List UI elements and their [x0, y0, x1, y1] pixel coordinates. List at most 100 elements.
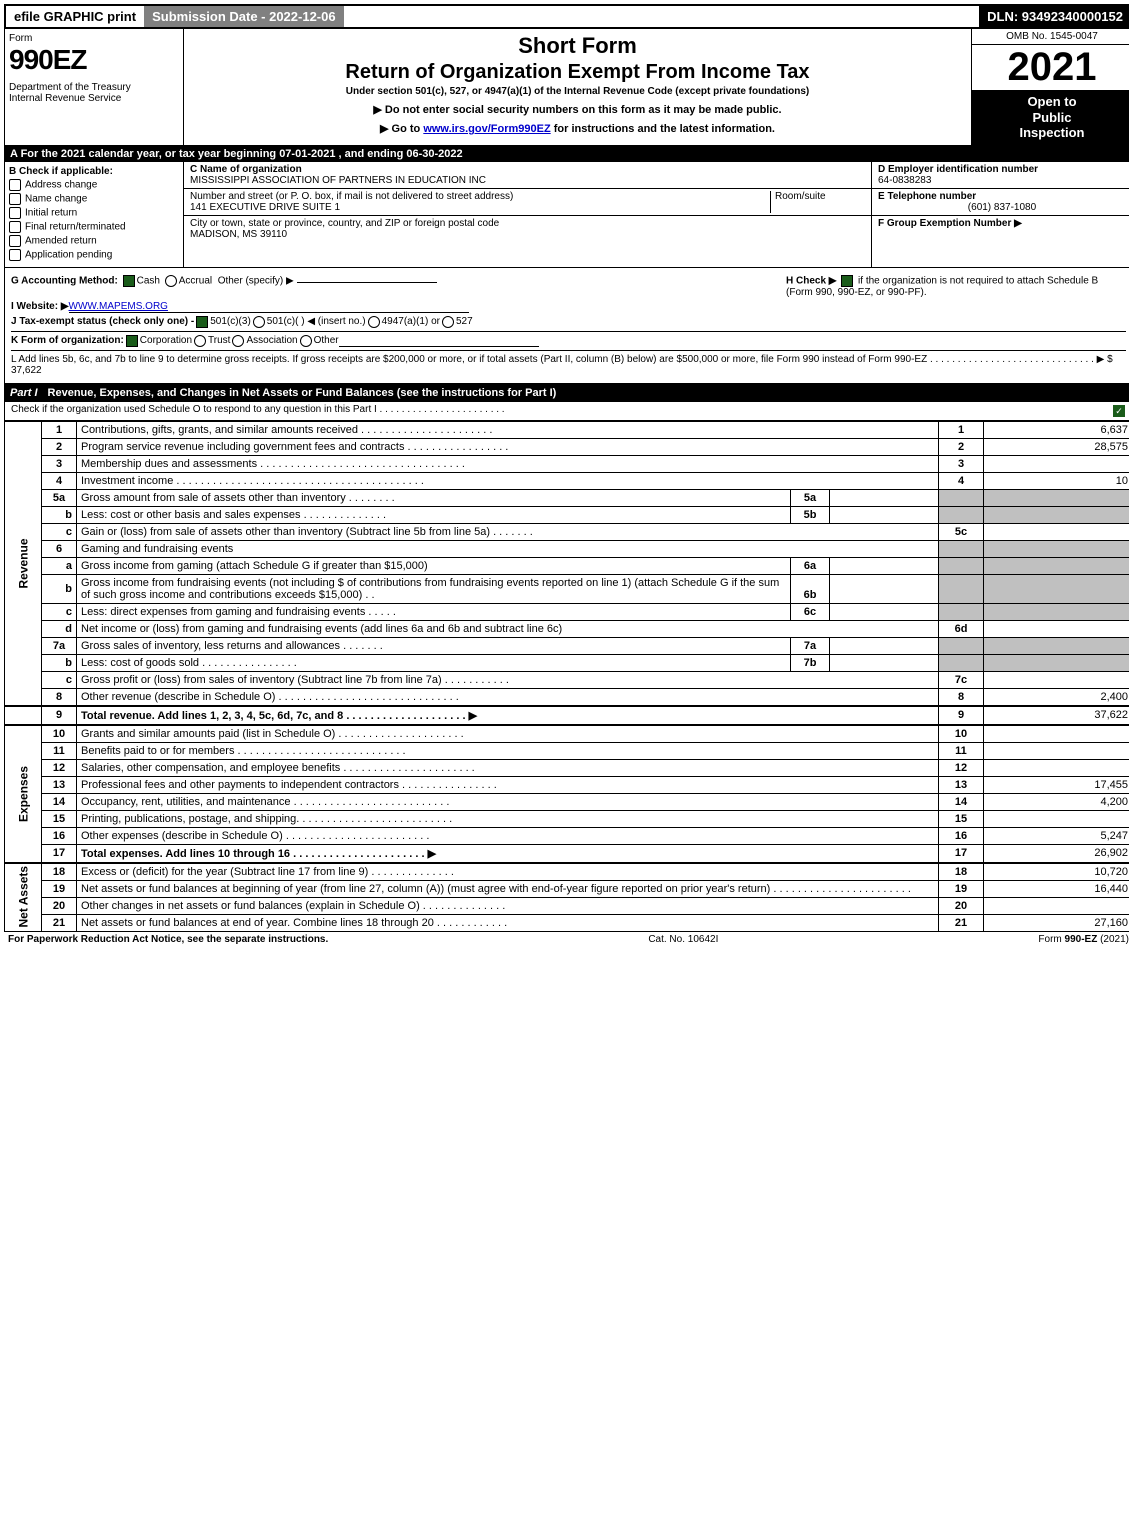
open-to-public: Open to Public Inspection [972, 90, 1129, 145]
ln4-rn: 4 [939, 472, 984, 489]
ln1-rn: 1 [939, 421, 984, 438]
ln7b-in: 7b [791, 654, 830, 671]
ln5c-num: c [42, 523, 77, 540]
ln8-val: 2,400 [984, 688, 1129, 706]
netassets-side-label: Net Assets [5, 863, 42, 932]
ln11-val [984, 742, 1129, 759]
ln14-num: 14 [42, 793, 77, 810]
topbar-spacer [344, 6, 980, 27]
chk-application-pending[interactable]: Application pending [9, 249, 179, 261]
ln2-desc: Program service revenue including govern… [77, 438, 939, 455]
ln14-desc: Occupancy, rent, utilities, and maintena… [77, 793, 939, 810]
ln19-rn: 19 [939, 880, 984, 897]
ln6c-num: c [42, 603, 77, 620]
ln5b-iv [830, 506, 939, 523]
ln14-val: 4,200 [984, 793, 1129, 810]
schedule-o-checked-icon: ✓ [1112, 404, 1126, 418]
ln2-rn: 2 [939, 438, 984, 455]
ln7c-desc: Gross profit or (loss) from sales of inv… [77, 671, 939, 688]
chk-accrual-icon [165, 275, 177, 287]
ln2-num: 2 [42, 438, 77, 455]
chk-501c3-icon [196, 316, 208, 328]
ln5a-iv [830, 489, 939, 506]
ln7c-rn: 7c [939, 671, 984, 688]
part1-check-o: Check if the organization used Schedule … [4, 402, 1129, 421]
open2: Public [974, 110, 1129, 126]
goto-pre: ▶ Go to [380, 123, 423, 135]
ln13-desc: Professional fees and other payments to … [77, 776, 939, 793]
ln1-num: 1 [42, 421, 77, 438]
ln15-desc: Printing, publications, postage, and shi… [77, 810, 939, 827]
chk-address-change[interactable]: Address change [9, 179, 179, 191]
chk-initial-return[interactable]: Initial return [9, 207, 179, 219]
chk-4947-icon [368, 316, 380, 328]
room-suite: Room/suite [770, 191, 865, 213]
ln8-num: 8 [42, 688, 77, 706]
warning-ssn: ▶ Do not enter social security numbers o… [190, 103, 965, 116]
ln6b-in: 6b [791, 574, 830, 603]
tax-year: 2021 [972, 45, 1129, 90]
website-link[interactable]: WWW.MAPEMS.ORG [69, 301, 469, 313]
ln11-rn: 11 [939, 742, 984, 759]
ln5a-gray [939, 489, 984, 506]
chk-final-return[interactable]: Final return/terminated [9, 221, 179, 233]
ln13-val: 17,455 [984, 776, 1129, 793]
ln17-desc: Total expenses. Add lines 10 through 16 … [77, 844, 939, 863]
ln6c-in: 6c [791, 603, 830, 620]
ln11-desc: Benefits paid to or for members . . . . … [77, 742, 939, 759]
submission-date: Submission Date - 2022-12-06 [144, 6, 344, 27]
ln10-num: 10 [42, 725, 77, 743]
row-a-tax-year: A For the 2021 calendar year, or tax yea… [4, 146, 1129, 162]
irs-link[interactable]: www.irs.gov/Form990EZ [423, 123, 550, 135]
ln6b-desc: Gross income from fundraising events (no… [77, 574, 791, 603]
ln6-gray [939, 540, 984, 557]
chk-assoc-icon [232, 335, 244, 347]
ln13-num: 13 [42, 776, 77, 793]
ln6a-num: a [42, 557, 77, 574]
ln7a-desc: Gross sales of inventory, less returns a… [77, 637, 791, 654]
chk-other-icon [300, 335, 312, 347]
ln18-num: 18 [42, 863, 77, 881]
org-name: MISSISSIPPI ASSOCIATION OF PARTNERS IN E… [190, 175, 865, 186]
ln12-desc: Salaries, other compensation, and employ… [77, 759, 939, 776]
ln20-num: 20 [42, 897, 77, 914]
ln21-rn: 21 [939, 914, 984, 931]
org-name-label: C Name of organization [190, 164, 865, 175]
ln7a-iv [830, 637, 939, 654]
ln12-val [984, 759, 1129, 776]
efile-print-label: efile GRAPHIC print [6, 6, 144, 27]
ln10-desc: Grants and similar amounts paid (list in… [77, 725, 939, 743]
box-b: B Check if applicable: Address change Na… [5, 162, 184, 267]
ln18-desc: Excess or (deficit) for the year (Subtra… [77, 863, 939, 881]
chk-amended-return[interactable]: Amended return [9, 235, 179, 247]
ln1-val: 6,637 [984, 421, 1129, 438]
ln7a-in: 7a [791, 637, 830, 654]
ln6-desc: Gaming and fundraising events [77, 540, 939, 557]
under-section: Under section 501(c), 527, or 4947(a)(1)… [190, 86, 965, 97]
city-row: City or town, state or province, country… [184, 216, 871, 242]
chk-527-icon [442, 316, 454, 328]
chk-name-change[interactable]: Name change [9, 193, 179, 205]
ln21-num: 21 [42, 914, 77, 931]
ln7b-gray [939, 654, 984, 671]
ln14-rn: 14 [939, 793, 984, 810]
ln4-desc: Investment income . . . . . . . . . . . … [77, 472, 939, 489]
revenue-side-label: Revenue [5, 421, 42, 706]
ln6b-gray2 [984, 574, 1129, 603]
ln6d-val [984, 620, 1129, 637]
ln20-desc: Other changes in net assets or fund bala… [77, 897, 939, 914]
ln6b-iv [830, 574, 939, 603]
ln20-rn: 20 [939, 897, 984, 914]
city-label: City or town, state or province, country… [190, 218, 865, 229]
footer-center: Cat. No. 10642I [648, 934, 718, 945]
header-right: OMB No. 1545-0047 2021 Open to Public In… [971, 29, 1129, 145]
ln18-rn: 18 [939, 863, 984, 881]
row-k: K Form of organization: Corporation Trus… [11, 331, 1126, 347]
city: MADISON, MS 39110 [190, 229, 865, 240]
chk-501c-icon [253, 316, 265, 328]
row-g: G Accounting Method: Cash Accrual Other … [11, 275, 786, 298]
ln16-rn: 16 [939, 827, 984, 844]
part1-label: Part I [10, 387, 48, 399]
org-name-row: C Name of organization MISSISSIPPI ASSOC… [184, 162, 871, 189]
form-header: Form 990EZ Department of the Treasury In… [4, 29, 1129, 146]
